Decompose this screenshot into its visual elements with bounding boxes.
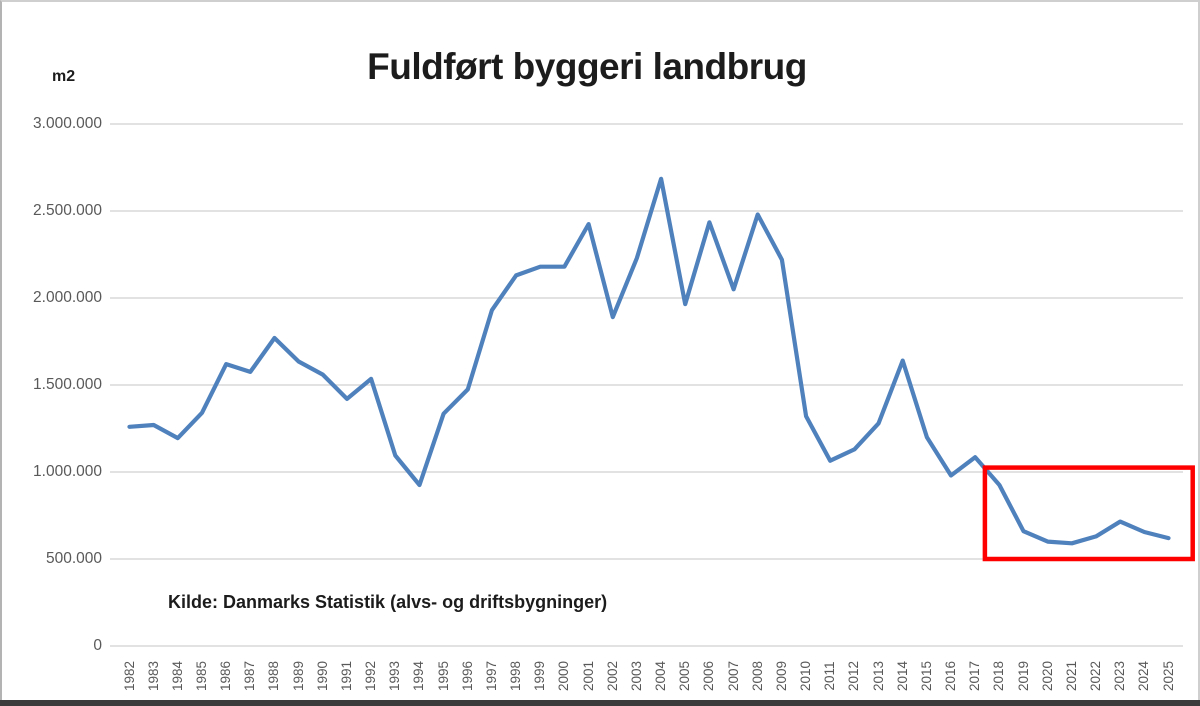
source-note: Kilde: Danmarks Statistik (alvs- og drif… bbox=[168, 592, 608, 612]
y-tick-label: 3.000.000 bbox=[33, 115, 102, 132]
y-axis-unit-label: m2 bbox=[52, 68, 76, 85]
x-tick-label: 2004 bbox=[653, 660, 669, 692]
x-tick-label: 2010 bbox=[798, 660, 814, 692]
x-tick-label: 1984 bbox=[169, 660, 185, 692]
x-tick-label: 2013 bbox=[870, 660, 886, 692]
data-series-line bbox=[127, 176, 1171, 546]
x-tick-label: 2018 bbox=[991, 660, 1007, 692]
x-tick-label: 1986 bbox=[218, 660, 234, 692]
x-tick-label: 2000 bbox=[556, 660, 572, 692]
x-tick-label: 1995 bbox=[435, 660, 451, 692]
x-tick-label: 2023 bbox=[1112, 660, 1128, 692]
x-tick-label: 2005 bbox=[677, 660, 693, 692]
y-tick-label: 1.500.000 bbox=[33, 376, 102, 393]
x-tick-label: 2017 bbox=[967, 660, 983, 692]
x-tick-label: 1999 bbox=[532, 660, 548, 692]
x-tick-label: 1997 bbox=[483, 660, 499, 692]
x-tick-label: 2009 bbox=[773, 660, 789, 692]
gridlines bbox=[110, 123, 1183, 647]
x-tick-label: 1990 bbox=[314, 660, 330, 692]
x-tick-label: 2022 bbox=[1088, 660, 1104, 692]
x-tick-label: 2003 bbox=[628, 660, 644, 692]
x-tick-label: 2020 bbox=[1039, 660, 1055, 692]
x-tick-label: 1985 bbox=[193, 660, 209, 692]
x-tick-label: 2014 bbox=[894, 660, 910, 692]
x-tick-label: 2015 bbox=[918, 660, 934, 692]
x-tick-label: 1998 bbox=[508, 660, 524, 692]
y-tick-label: 2.500.000 bbox=[33, 202, 102, 219]
x-tick-label: 1993 bbox=[387, 660, 403, 692]
x-tick-label: 2024 bbox=[1136, 660, 1152, 692]
x-tick-label: 1982 bbox=[121, 660, 137, 692]
y-tick-label: 2.000.000 bbox=[33, 289, 102, 306]
bottom-edge-bar bbox=[0, 700, 1200, 706]
x-tick-label: 2025 bbox=[1160, 660, 1176, 692]
x-tick-label: 2008 bbox=[749, 660, 765, 692]
x-tick-label: 1992 bbox=[363, 660, 379, 692]
x-tick-label: 2006 bbox=[701, 660, 717, 692]
x-tick-label: 1988 bbox=[266, 660, 282, 692]
x-tick-label: 1991 bbox=[338, 660, 354, 692]
x-tick-label: 2007 bbox=[725, 660, 741, 692]
x-tick-label: 2012 bbox=[846, 660, 862, 692]
series-polyline bbox=[127, 176, 1171, 546]
x-tick-label: 2021 bbox=[1063, 660, 1079, 692]
x-tick-label: 2002 bbox=[604, 660, 620, 692]
highlight-box bbox=[982, 465, 1195, 562]
x-tick-label: 1983 bbox=[145, 660, 161, 692]
highlight-rectangle bbox=[982, 465, 1195, 562]
x-tick-label: 1987 bbox=[242, 660, 258, 692]
x-tick-label: 2001 bbox=[580, 660, 596, 692]
x-tick-label: 1994 bbox=[411, 660, 427, 692]
x-tick-label: 2011 bbox=[822, 661, 838, 691]
x-tick-label: 1996 bbox=[459, 660, 475, 692]
x-tick-label: 1989 bbox=[290, 660, 306, 692]
y-tick-label: 1.000.000 bbox=[33, 463, 102, 480]
y-tick-label: 500.000 bbox=[45, 550, 102, 567]
y-tick-label: 0 bbox=[93, 637, 102, 654]
x-tick-label: 2019 bbox=[1015, 660, 1031, 692]
x-tick-label: 2016 bbox=[943, 660, 959, 692]
chart-title: Fuldført byggeri landbrug bbox=[367, 46, 807, 87]
